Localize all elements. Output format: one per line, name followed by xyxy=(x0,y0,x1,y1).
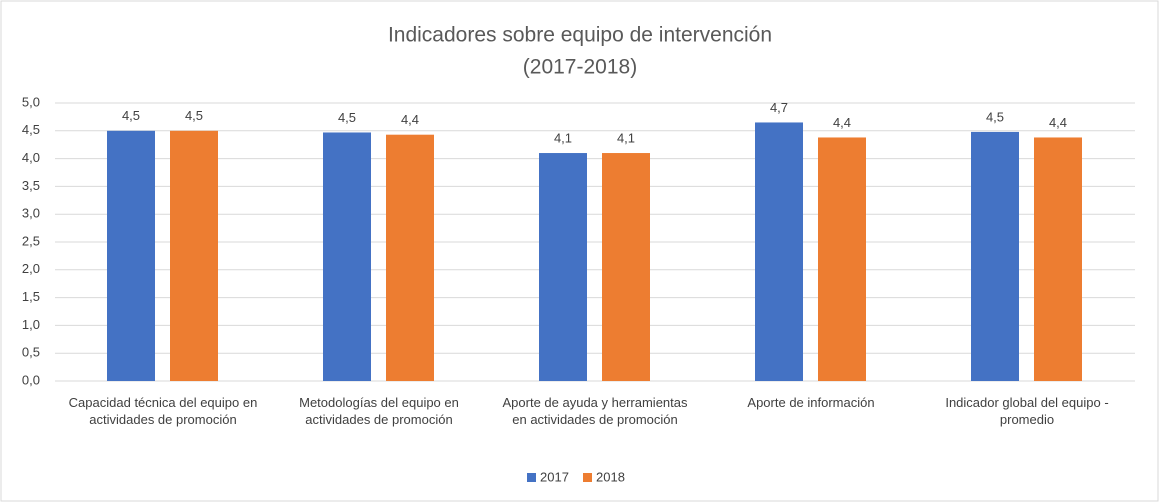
value-label: 4,4 xyxy=(401,112,419,127)
bar xyxy=(755,122,803,382)
legend-swatch xyxy=(527,473,536,482)
x-tick-label: Indicador global del equipo - promedio xyxy=(945,395,1109,427)
x-tick-label: Metodologías del equipo en actividades d… xyxy=(299,395,459,427)
bar xyxy=(602,153,650,381)
y-tick-label: 4,5 xyxy=(22,122,40,137)
y-tick-label: 2,0 xyxy=(22,261,40,276)
legend-swatch xyxy=(583,473,592,482)
y-tick-label: 1,0 xyxy=(22,317,40,332)
value-label: 4,1 xyxy=(554,130,572,145)
value-label: 4,5 xyxy=(122,108,140,123)
bar xyxy=(818,137,866,381)
bar xyxy=(170,130,218,381)
x-tick-label: Capacidad técnica del equipo en activida… xyxy=(68,395,258,427)
legend-label: 2017 xyxy=(540,469,569,484)
bar xyxy=(1034,137,1082,381)
value-label: 4,4 xyxy=(833,115,851,130)
value-label: 4,5 xyxy=(338,110,356,125)
bar xyxy=(971,131,1019,381)
chart-title: Indicadores sobre equipo de intervención xyxy=(388,24,772,47)
y-tick-label: 2,5 xyxy=(22,233,40,248)
bar xyxy=(539,153,587,381)
x-tick-label: Aporte de información xyxy=(747,395,875,410)
y-tick-label: 1,5 xyxy=(22,289,40,304)
legend-label: 2018 xyxy=(596,469,625,484)
value-label: 4,1 xyxy=(617,130,635,145)
bar xyxy=(323,132,371,381)
y-tick-label: 5,0 xyxy=(22,94,40,109)
chart-subtitle: (2017-2018) xyxy=(523,56,637,79)
y-tick-label: 3,5 xyxy=(22,178,40,193)
value-label: 4,7 xyxy=(770,100,788,115)
y-tick-label: 0,5 xyxy=(22,345,40,360)
y-tick-label: 4,0 xyxy=(22,150,40,165)
x-tick-label: Aporte de ayuda y herramientas en activi… xyxy=(502,395,688,427)
value-label: 4,5 xyxy=(986,109,1004,124)
value-label: 4,4 xyxy=(1049,115,1067,130)
bar xyxy=(386,134,434,381)
y-tick-label: 3,0 xyxy=(22,206,40,221)
bar xyxy=(107,130,155,381)
y-tick-label: 0,0 xyxy=(22,372,40,387)
value-label: 4,5 xyxy=(185,108,203,123)
